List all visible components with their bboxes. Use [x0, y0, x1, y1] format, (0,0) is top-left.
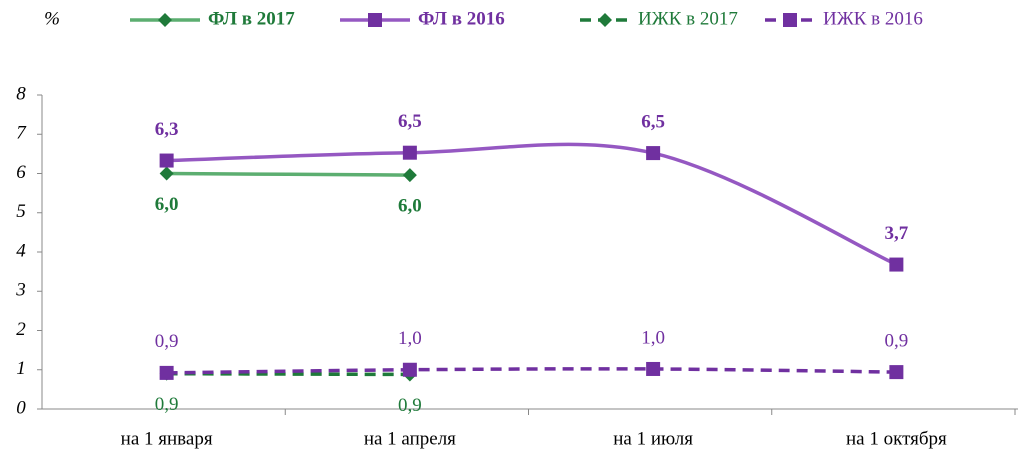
data-point	[402, 145, 417, 160]
series-line	[166, 142, 898, 267]
data-label: 0,9	[885, 330, 909, 351]
unit-label: %	[44, 8, 60, 29]
data-point	[889, 365, 904, 380]
y-tick-label: 0	[16, 397, 26, 418]
series-line	[166, 367, 897, 375]
data-label: 6,5	[641, 111, 665, 132]
data-point	[402, 168, 417, 183]
data-label: 3,7	[885, 223, 909, 244]
data-point	[159, 153, 174, 168]
data-label: 6,0	[398, 195, 422, 216]
y-tick-label: 8	[16, 83, 26, 104]
legend-marker	[158, 13, 172, 27]
legend-label: ФЛ в 2017	[208, 8, 295, 29]
y-tick-label: 5	[16, 201, 26, 222]
data-point	[159, 166, 174, 181]
legend-label: ИЖК в 2017	[638, 8, 738, 29]
data-point	[159, 365, 174, 380]
data-point	[402, 362, 417, 377]
x-tick-label: на 1 января	[121, 428, 213, 449]
data-label: 0,9	[398, 395, 422, 416]
legend-marker	[368, 13, 382, 27]
y-tick-label: 1	[16, 358, 26, 379]
y-tick-label: 2	[16, 319, 26, 340]
legend-label: ФЛ в 2016	[418, 8, 505, 29]
y-tick-label: 4	[16, 240, 26, 261]
legend-marker	[783, 13, 797, 27]
y-tick-label: 7	[16, 123, 27, 144]
data-label: 1,0	[641, 327, 665, 348]
data-label: 1,0	[398, 328, 422, 349]
y-tick-label: 6	[16, 162, 26, 183]
data-point	[646, 361, 661, 376]
data-point	[646, 146, 661, 161]
legend-label: ИЖК в 2016	[823, 8, 923, 29]
data-label: 6,5	[398, 111, 422, 132]
x-tick-label: на 1 апреля	[364, 428, 456, 449]
legend-marker	[598, 13, 612, 27]
series-line	[166, 171, 410, 177]
x-tick-label: на 1 июля	[613, 428, 693, 449]
data-label: 0,9	[155, 394, 179, 415]
data-label: 6,3	[155, 119, 179, 140]
y-tick-label: 3	[15, 280, 26, 301]
data-label: 0,9	[155, 331, 179, 352]
x-tick-label: на 1 октября	[846, 428, 947, 449]
data-point	[889, 257, 904, 272]
data-label: 6,0	[155, 194, 179, 215]
